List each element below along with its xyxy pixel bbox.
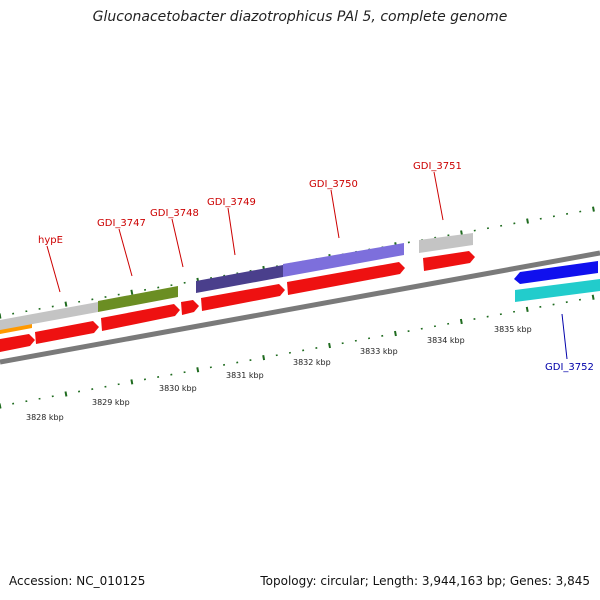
genome-backbone	[0, 250, 600, 365]
gene-label-GDI-3751[interactable]: GDI_3751	[413, 161, 462, 172]
outer-tick	[64, 301, 68, 307]
accession-text: Accession: NC_010125	[9, 574, 146, 588]
inner-tick	[394, 330, 397, 337]
inner-tick	[591, 294, 595, 300]
inner-tick	[525, 306, 529, 312]
inner-tick-ring	[0, 294, 595, 409]
gray-feature-GDI-3751[interactable]	[419, 233, 473, 253]
leader-GDI-3751	[433, 171, 444, 221]
gene-label-hypE[interactable]: hypE	[38, 235, 63, 246]
cds-arrow-hypE[interactable]	[35, 321, 99, 344]
inner-tick	[0, 403, 2, 409]
purple-feature-GDI-3750[interactable]	[283, 243, 404, 277]
scale-label-3835: 3835 kbp	[494, 325, 532, 334]
leader-GDI-3749	[227, 207, 236, 256]
cyan-feature-GDI-3752[interactable]	[515, 279, 600, 302]
outer-tick	[130, 289, 134, 295]
scale-label-3833: 3833 kbp	[360, 347, 398, 356]
map-title: Gluconacetobacter diazotrophicus PAl 5, …	[92, 9, 508, 25]
cds-arrow-GDI-3747[interactable]	[101, 304, 180, 331]
scale-label-3831: 3831 kbp	[226, 371, 264, 380]
inner-tick	[262, 355, 266, 361]
leader-GDI-3747	[118, 228, 133, 277]
outer-tick	[526, 218, 529, 224]
cds-arrow-GDI-3748[interactable]	[181, 300, 199, 315]
gene-label-GDI-3752[interactable]: GDI_3752	[545, 362, 594, 373]
scale-label-3828: 3828 kbp	[26, 413, 64, 422]
leader-hypE	[46, 245, 61, 293]
scale-label-3832: 3832 kbp	[293, 358, 331, 367]
outer-tick	[592, 206, 595, 212]
gene-label-GDI-3747[interactable]: GDI_3747	[97, 218, 146, 229]
cds-arrow-a[interactable]	[0, 334, 35, 352]
dark-purple-feature-GDI-3749[interactable]	[196, 265, 283, 293]
inner-tick	[64, 391, 68, 397]
inner-tick	[459, 318, 463, 325]
inner-tick	[130, 379, 134, 385]
gene-label-GDI-3748[interactable]: GDI_3748	[150, 208, 199, 219]
olive-feature-GDI-3747[interactable]	[98, 286, 178, 312]
gray-feature-hypE[interactable]	[0, 302, 98, 330]
gene-label-GDI-3749[interactable]: GDI_3749	[207, 197, 256, 208]
inner-tick	[196, 367, 200, 373]
cds-arrow-GDI-3752[interactable]	[514, 261, 598, 284]
gene-label-GDI-3750[interactable]: GDI_3750	[309, 179, 358, 190]
cds-arrow-GDI-3749[interactable]	[201, 284, 285, 311]
inner-tick	[328, 342, 331, 349]
scale-label-3834: 3834 kbp	[427, 336, 465, 345]
cds-arrow-GDI-3751[interactable]	[423, 251, 475, 271]
scale-label-3830: 3830 kbp	[159, 384, 197, 393]
leader-GDI-3752	[561, 313, 568, 360]
cds-arrow-GDI-3750[interactable]	[287, 262, 405, 295]
leader-GDI-3750	[330, 189, 340, 239]
leader-GDI-3748	[171, 218, 184, 268]
outer-tick-ring	[0, 206, 595, 319]
genome-summary-text: Topology: circular; Length: 3,944,163 bp…	[260, 574, 590, 588]
scale-label-3829: 3829 kbp	[92, 398, 130, 407]
